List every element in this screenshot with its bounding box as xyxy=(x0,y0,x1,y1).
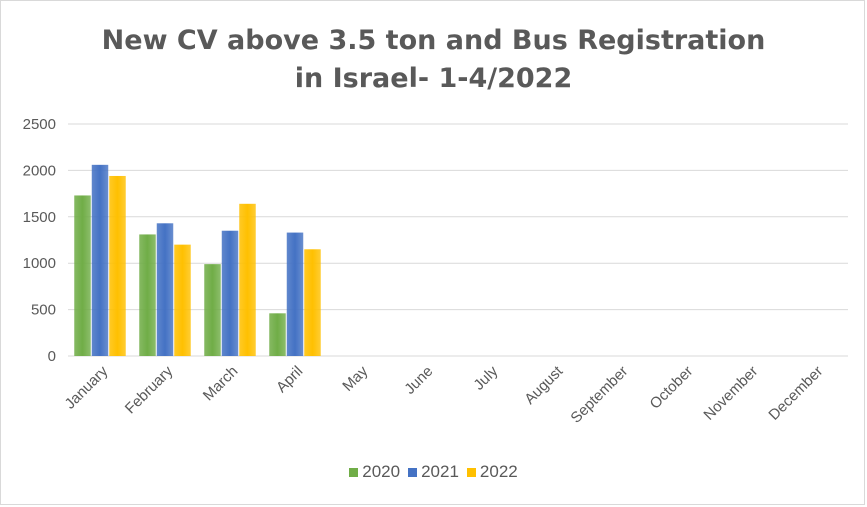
bar-2020-february xyxy=(139,234,156,356)
bar-2021-january xyxy=(91,164,109,356)
chart-title: New CV above 3.5 ton and Bus Registratio… xyxy=(0,22,867,98)
bar-2022-february xyxy=(174,244,191,356)
x-tick-label-january: January xyxy=(62,362,112,412)
x-tick-label-february: February xyxy=(122,362,177,417)
legend-label: 2021 xyxy=(421,462,459,481)
x-tick-label-december: December xyxy=(765,363,826,424)
y-tick-label: 2500 xyxy=(23,116,56,133)
bar-2022-january xyxy=(109,175,126,356)
bar-2020-march xyxy=(204,264,221,356)
y-tick-label: 0 xyxy=(48,348,56,365)
legend-item-2020: 2020 xyxy=(349,462,400,482)
bar-2021-february xyxy=(156,223,174,356)
legend-item-2021: 2021 xyxy=(408,462,459,482)
legend-label: 2020 xyxy=(362,462,401,481)
x-tick-label-may: May xyxy=(339,362,371,394)
y-tick-label: 500 xyxy=(31,302,56,319)
bar-2022-april xyxy=(304,249,321,356)
legend-swatch xyxy=(349,467,359,477)
gridlines xyxy=(68,123,848,357)
x-tick-label-june: June xyxy=(401,363,436,398)
x-tick-label-july: July xyxy=(470,362,501,393)
x-axis-ticks: January February March April May June July Augu… xyxy=(62,362,827,426)
chart-title-line-1: New CV above 3.5 ton and Bus Registratio… xyxy=(101,25,766,56)
y-tick-label: 1000 xyxy=(23,255,56,272)
legend-item-2022: 2022 xyxy=(466,462,518,482)
legend: 2020 2021 2022 xyxy=(0,462,867,482)
legend-swatch xyxy=(408,467,418,477)
x-tick-label-august: August xyxy=(521,362,567,408)
x-tick-label-september: September xyxy=(567,363,631,427)
bar-2022-march xyxy=(239,203,256,356)
legend-label: 2022 xyxy=(479,462,518,481)
bar-2021-april xyxy=(286,232,304,356)
bar-2020-april xyxy=(269,313,286,356)
y-tick-label: 2000 xyxy=(23,162,56,179)
x-tick-label-april: April xyxy=(273,363,306,396)
legend-swatch xyxy=(466,467,476,477)
x-tick-label-march: March xyxy=(200,363,241,404)
x-tick-label-november: November xyxy=(700,363,761,424)
bar-2020-january xyxy=(74,195,91,356)
chart-title-line-2: in Israel- 1-4/2022 xyxy=(294,63,573,94)
bar-2021-march xyxy=(221,230,239,356)
bars xyxy=(74,164,321,356)
y-axis-ticks: 0 500 1000 1500 2000 2500 xyxy=(23,116,56,365)
y-tick-label: 1500 xyxy=(23,209,56,226)
x-tick-label-october: October xyxy=(647,363,697,413)
